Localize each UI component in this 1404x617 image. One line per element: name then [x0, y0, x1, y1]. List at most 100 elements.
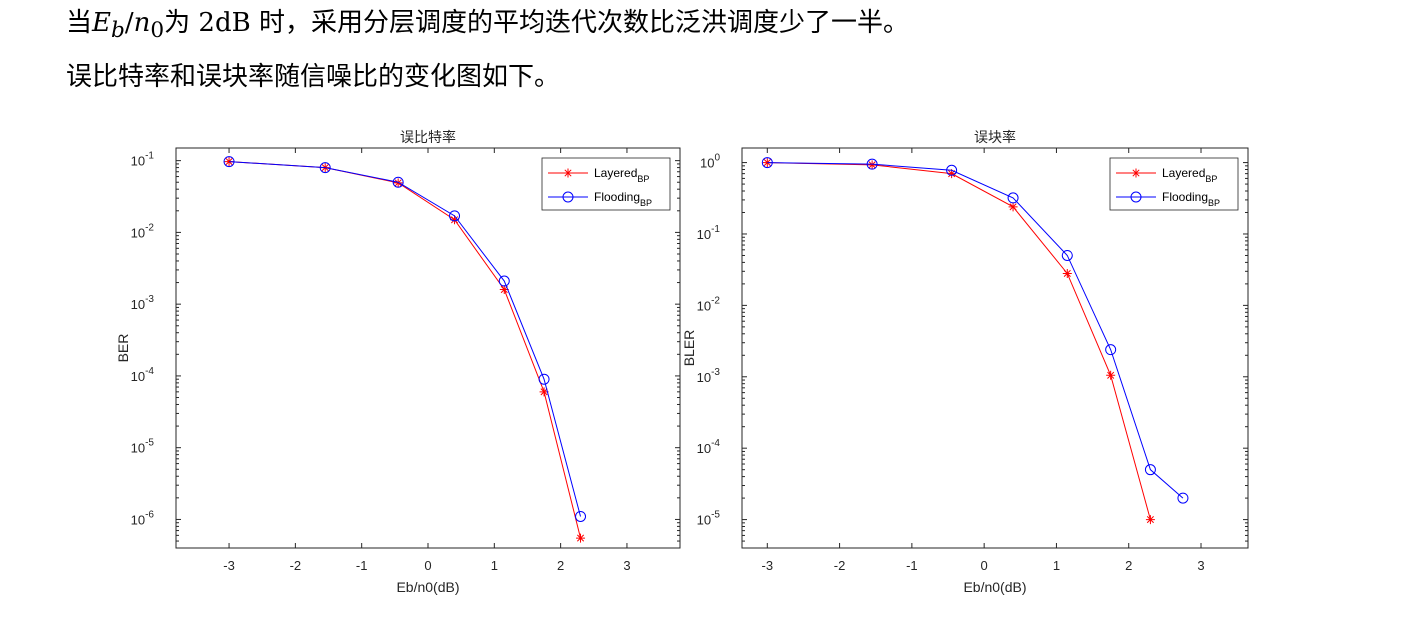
legend-name: Layered [594, 166, 637, 180]
paragraph-line-1: 当Eb/n0为 2dB 时，采用分层调度的平均迭代次数比泛洪调度少了一半。 [66, 8, 909, 46]
x-tick-label: 3 [623, 558, 630, 573]
paragraph-line-2: 误比特率和误块率随信噪比的变化图如下。 [66, 62, 561, 92]
circle-marker [1105, 344, 1117, 356]
circle-marker [1061, 249, 1073, 261]
chart-title: 误块率 [974, 129, 1016, 146]
series-flooding [761, 157, 1189, 504]
y-tick-base: 10 [131, 369, 145, 384]
y-axis-label: BLER [681, 330, 697, 367]
circle-marker [1130, 191, 1142, 203]
symbol-e-subscript: b [111, 18, 125, 44]
line1-suffix: 为 2dB 时，采用分层调度的平均迭代次数比泛洪调度少了一半。 [164, 8, 909, 38]
x-tick-label: -2 [834, 558, 846, 573]
x-tick-label: 3 [1197, 558, 1204, 573]
y-axis-label: BER [115, 334, 131, 363]
y-tick-exponent: -6 [145, 509, 154, 520]
star-marker [563, 168, 573, 178]
x-tick-label: 0 [981, 558, 988, 573]
y-tick-label: 10-4 [131, 366, 155, 384]
legend-entry: FloodingBP [1162, 190, 1220, 208]
y-tick-base: 10 [697, 513, 711, 528]
y-tick-base: 10 [131, 512, 145, 527]
x-tick-label: -1 [906, 558, 918, 573]
star-marker [1106, 370, 1116, 380]
y-tick-base: 10 [697, 370, 711, 385]
y-tick-base: 10 [131, 225, 145, 240]
legend-entry: LayeredBP [1162, 166, 1217, 184]
y-tick-label: 10-1 [131, 151, 155, 169]
y-tick-base: 10 [131, 297, 145, 312]
circle-marker [562, 191, 574, 203]
star-marker [539, 387, 549, 397]
circle-marker [223, 156, 235, 168]
y-tick-exponent: -2 [711, 295, 720, 306]
y-tick-base: 10 [700, 156, 714, 171]
circle-marker [498, 275, 510, 287]
line1-prefix: 当 [66, 8, 93, 38]
star-marker [867, 160, 877, 170]
circle-marker [866, 158, 878, 170]
x-tick-label: 1 [491, 558, 498, 573]
y-tick-label: 100 [700, 153, 720, 171]
x-tick-label: -3 [223, 558, 235, 573]
x-tick-label: 2 [1125, 558, 1132, 573]
legend-subscript: BP [637, 174, 649, 184]
star-marker [947, 169, 957, 179]
y-tick-label: 10-1 [697, 224, 721, 242]
slash-symbol: / [124, 8, 134, 38]
y-tick-label: 10-3 [131, 294, 155, 312]
y-tick-base: 10 [697, 441, 711, 456]
legend-entry: FloodingBP [594, 190, 652, 208]
star-marker [576, 533, 586, 543]
y-tick-exponent: -4 [711, 438, 720, 449]
y-tick-label: 10-2 [697, 295, 721, 313]
legend-name: Flooding [1162, 190, 1208, 204]
x-tick-label: 1 [1053, 558, 1060, 573]
circle-marker [319, 162, 331, 174]
y-tick-base: 10 [131, 441, 145, 456]
circle-marker [575, 510, 587, 522]
y-tick-exponent: -5 [711, 510, 720, 521]
y-tick-exponent: -3 [145, 294, 154, 305]
star-marker [1131, 168, 1141, 178]
x-axis-label: Eb/n0(dB) [396, 579, 459, 595]
chart-1: -3 -2 -1 0 1 2 310-610-510-410-310-210-1误比特率Eb… [115, 129, 681, 595]
plot-area [175, 147, 681, 549]
y-tick-exponent: -1 [711, 224, 720, 235]
y-tick-exponent: 0 [714, 153, 720, 164]
star-marker [499, 285, 509, 295]
x-tick-label: -1 [356, 558, 368, 573]
x-tick-label: -2 [290, 558, 302, 573]
legend-entry: LayeredBP [594, 166, 649, 184]
y-tick-label: 10-5 [697, 510, 721, 528]
circle-marker [392, 176, 404, 188]
circle-marker [946, 164, 958, 176]
circle-marker [1177, 492, 1189, 504]
series-flooding [223, 156, 587, 522]
y-tick-base: 10 [131, 154, 145, 169]
y-tick-label: 10-4 [697, 438, 721, 456]
x-tick-label: -3 [762, 558, 774, 573]
y-tick-base: 10 [697, 298, 711, 313]
legend-subscript: BP [1205, 174, 1217, 184]
x-axis-label: Eb/n0(dB) [963, 579, 1026, 595]
legend-box [1109, 157, 1239, 211]
legend-subscript: BP [1208, 198, 1220, 208]
y-tick-exponent: -4 [145, 366, 154, 377]
circle-marker [538, 373, 550, 385]
legend-subscript: BP [640, 198, 652, 208]
y-tick-exponent: -3 [711, 367, 720, 378]
star-marker [450, 215, 460, 225]
series-line [229, 161, 582, 517]
chart-title: 误比特率 [400, 129, 456, 146]
circle-marker [761, 157, 773, 169]
y-tick-base: 10 [697, 227, 711, 242]
chart-2: -3 -2 -1 0 1 2 310-510-410-310-210-1100误块率Eb/n… [681, 129, 1249, 595]
y-tick-label: 10-5 [131, 438, 155, 456]
y-tick-label: 10-2 [131, 222, 155, 240]
circle-marker [1144, 464, 1156, 476]
y-tick-exponent: -1 [145, 151, 154, 162]
